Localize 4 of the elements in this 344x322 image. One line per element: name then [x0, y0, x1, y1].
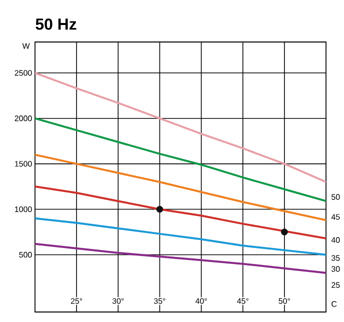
line-series: [35, 186, 326, 240]
line-series: [35, 217, 326, 256]
chart-title: 50 Hz: [36, 18, 76, 30]
line-series: [35, 117, 326, 202]
